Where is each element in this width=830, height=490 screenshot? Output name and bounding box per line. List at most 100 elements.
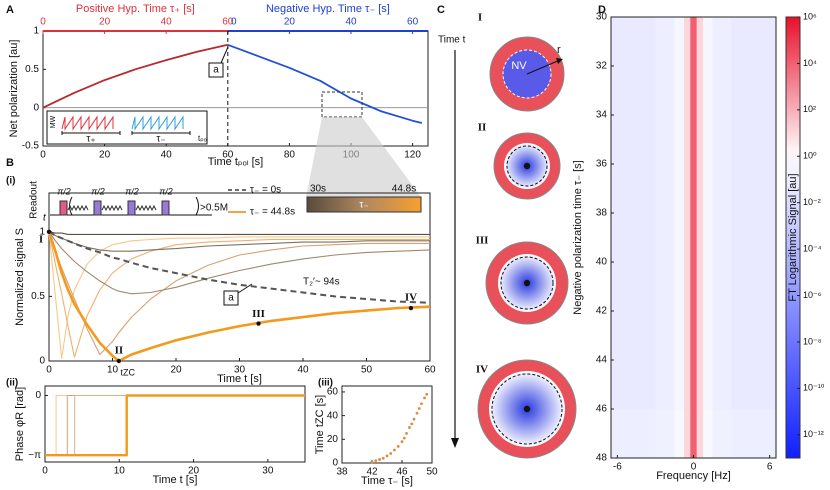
pulse (127, 200, 136, 216)
nv-center (523, 279, 531, 287)
colorbar-tick-label: 10⁻¹² (803, 429, 824, 439)
panel-label: C (437, 4, 445, 16)
panel-label: A (6, 4, 14, 16)
scatter-point (378, 458, 381, 461)
y-tick-label: 34 (596, 110, 608, 121)
scatter-point (374, 459, 378, 463)
data-line (42, 43, 228, 109)
data-line (48, 230, 431, 304)
colorbar-label: FT Logarithmic Signal [au] (787, 173, 799, 301)
x-tick-label: 60 (222, 150, 234, 161)
time-label: Time t (438, 35, 466, 46)
heatmap-cell (690, 17, 697, 410)
top-axis-label: Positive Hyp. Time τ₊ [s] (76, 3, 195, 15)
y-tick-label: 20 (327, 434, 339, 445)
x-tick-label: 20 (99, 150, 111, 161)
y-tick-label: 60 (327, 387, 339, 398)
colorbar-label: 30s (310, 184, 326, 195)
radius-arrow (526, 59, 561, 75)
scatter-point (415, 411, 419, 415)
point (408, 305, 414, 311)
colorbar-tick-label: 10⁻⁶ (803, 290, 822, 300)
data-line (227, 43, 423, 124)
y-tick-label: 40 (327, 410, 339, 421)
scatter-point (381, 456, 385, 460)
x-axis-label: Frequency [Hz] (656, 470, 731, 482)
stage-label: III (476, 235, 489, 247)
pulse (161, 200, 170, 216)
x-tick-label: 30 (262, 466, 274, 477)
y-tick-label: 48 (596, 453, 608, 464)
data-line (48, 231, 430, 356)
data-line (48, 231, 430, 359)
radius-label: r (557, 44, 561, 56)
scatter-point (405, 431, 408, 435)
pulse-train (67, 204, 89, 212)
x-tick-label: 0 (40, 150, 46, 161)
annotation-arrow (220, 46, 229, 64)
heatmap-cell (756, 17, 777, 410)
scatter-point (393, 448, 396, 452)
x-axis-label: Time t [s] (153, 474, 198, 486)
top-tick-label: 40 (161, 17, 173, 28)
y-tick-label: 38 (596, 208, 608, 219)
y-tick-label: 32 (596, 61, 608, 72)
annotation: a (228, 293, 234, 304)
pulse-label: π/2 (159, 186, 173, 196)
colorbar-tick-label: 10⁴ (803, 58, 817, 68)
nv-center (523, 162, 531, 170)
x-tick-label: 38 (336, 467, 348, 478)
data-line (48, 231, 430, 358)
plot-frame (341, 385, 433, 464)
nv-label: NV (511, 60, 527, 72)
y-tick-label: -0.5 (22, 141, 40, 152)
y-axis-label: Time tZC [s] (314, 395, 326, 454)
panel-label: (iii) (318, 378, 333, 389)
x-tick-label: 10 (114, 466, 126, 477)
scatter-point (425, 392, 429, 396)
x-tick-label: 46 (396, 467, 408, 478)
data-line (45, 395, 305, 456)
x-tick-label: 6 (767, 462, 773, 473)
data-line (48, 231, 431, 295)
heatmap-cell (683, 17, 691, 410)
y-tick-label: 30 (596, 12, 608, 23)
point (46, 229, 52, 234)
scatter-point (396, 445, 400, 448)
x-tick-label: 50 (426, 467, 438, 478)
heatmap-cell (630, 17, 656, 410)
x-tick-label: 20 (188, 466, 200, 477)
plot-frame (44, 385, 306, 463)
time-arrow-head (451, 438, 459, 448)
inset-blue-pulses (131, 115, 184, 131)
point-label: III (252, 308, 265, 320)
stage-label: I (478, 12, 482, 24)
point-label: I (39, 233, 43, 245)
panel-label: (ii) (6, 378, 18, 389)
scatter-point (370, 460, 374, 464)
pulse-train (101, 204, 123, 212)
inset-label: MW (50, 115, 57, 128)
x-tick-label: 20 (170, 365, 182, 376)
top-tick-label: 60 (222, 17, 234, 28)
point-label: II (115, 345, 124, 357)
y-tick-label: 0 (332, 458, 338, 469)
inset-label: tₚₒₗ (198, 134, 208, 143)
scatter-point (423, 396, 426, 400)
y-tick-label: 0 (33, 102, 39, 113)
y-tick-label: 0 (39, 356, 45, 367)
y-tick-label: −π (28, 450, 41, 461)
inset-red-pulses (61, 115, 114, 131)
colorbar-tick-label: 10² (803, 104, 816, 114)
scatter-point (412, 417, 416, 421)
scatter-point (420, 402, 423, 406)
x-tick-label: 42 (366, 467, 378, 478)
x-tick-label: 80 (284, 150, 296, 161)
x-tick-label: 0 (42, 466, 48, 477)
radius-arrow-head (556, 58, 563, 64)
y-axis-label: Net polarization [au] (8, 40, 20, 138)
x-tick-label: 30 (234, 365, 246, 376)
annotation-arrow (237, 283, 253, 294)
heatmap-cell (703, 17, 713, 410)
